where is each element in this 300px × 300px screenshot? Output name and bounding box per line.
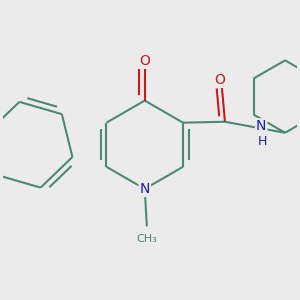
- Text: CH₃: CH₃: [136, 234, 157, 244]
- Text: N: N: [140, 182, 150, 196]
- Text: N: N: [256, 119, 266, 133]
- Text: H: H: [257, 134, 267, 148]
- Text: O: O: [214, 73, 225, 87]
- Text: O: O: [139, 54, 150, 68]
